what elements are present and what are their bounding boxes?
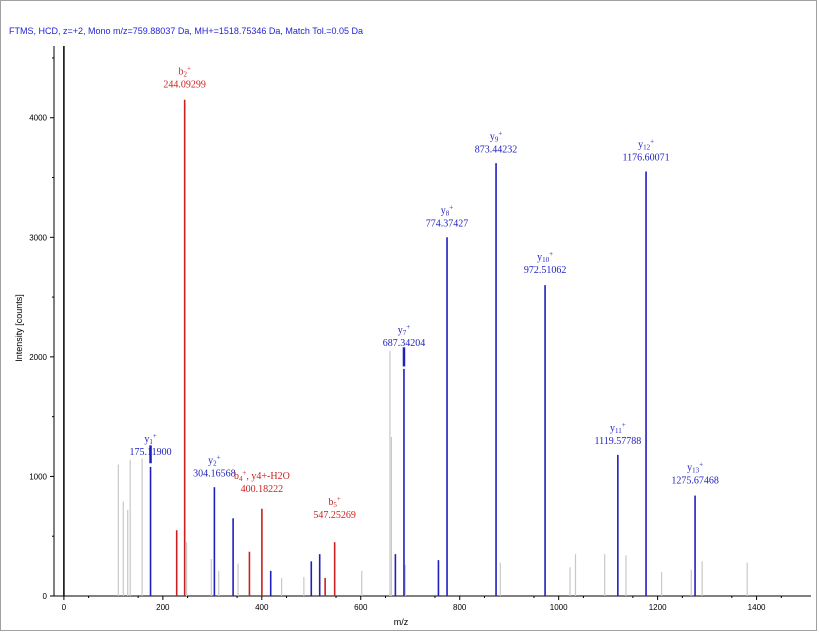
y-axis-label: Intensity [counts] xyxy=(14,294,24,362)
ion-name: b5+ xyxy=(328,495,341,509)
y13-peak-label: y13+1275.67468 xyxy=(671,460,719,486)
x-tick-label: 200 xyxy=(156,603,170,612)
ion-mz: 687.34204 xyxy=(383,338,426,349)
x-tick-label: 1400 xyxy=(748,603,766,612)
ion-name: y8+ xyxy=(441,203,454,217)
x-tick-label: 800 xyxy=(453,603,467,612)
ion-mz: 873.44232 xyxy=(475,144,518,155)
x-tick-label: 1000 xyxy=(550,603,568,612)
ion-name: b2+ xyxy=(178,65,191,79)
peaks xyxy=(117,99,748,596)
y-tick-label: 2000 xyxy=(29,353,47,362)
y2-peak-label: y2+304.16568 xyxy=(193,453,236,479)
ion-name: y13+ xyxy=(687,460,703,474)
y-tick-label: 0 xyxy=(43,592,48,601)
ion-name: y12+ xyxy=(638,138,654,152)
x-tick-label: 0 xyxy=(62,603,67,612)
ion-name: y11+ xyxy=(610,421,626,435)
y-tick-label: 1000 xyxy=(29,472,47,481)
ion-mz: 400.18222 xyxy=(241,484,284,495)
y11-peak-label: y11+1119.57788 xyxy=(594,421,641,447)
y-tick-label: 3000 xyxy=(29,233,47,242)
y8-peak-label: y8+774.37427 xyxy=(426,203,469,229)
b5-peak-label: b5+547.25269 xyxy=(313,495,356,521)
x-tick-label: 600 xyxy=(354,603,368,612)
b2-peak-label: b2+244.09299 xyxy=(163,65,206,91)
ion-mz: 1275.67468 xyxy=(671,475,719,486)
ion-mz: 244.09299 xyxy=(163,80,206,91)
ion-mz: 972.51062 xyxy=(524,265,567,276)
peak-labels: b2+244.09299 y1+175.11900 y2+304.16568b4+,… xyxy=(129,65,718,521)
y7-peak-label: y7+687.34204 xyxy=(383,323,426,367)
axes: 0 200 400 600 800 1000 1200 1400 0 1000 2000 3000 40… xyxy=(29,46,811,612)
ion-name: y1+ xyxy=(144,432,157,446)
y9-peak-label: y9+873.44232 xyxy=(475,129,518,155)
x-axis-label: m/z xyxy=(394,617,409,627)
y-tick-label: 4000 xyxy=(29,114,47,123)
ion-name: y9+ xyxy=(490,129,503,143)
ion-mz: 774.37427 xyxy=(426,218,469,229)
y10-peak-label: y10+972.51062 xyxy=(524,250,567,276)
ion-name: y7+ xyxy=(398,323,411,337)
y1-peak-label: y1+175.11900 xyxy=(129,432,172,464)
ion-name: b4+, y4+-H2O xyxy=(234,469,290,483)
x-tick-label: 1200 xyxy=(649,603,667,612)
ion-name: y2+ xyxy=(208,453,221,467)
ion-mz: 547.25269 xyxy=(313,510,356,521)
ion-name: y10+ xyxy=(537,250,553,264)
x-tick-label: 400 xyxy=(255,603,269,612)
ion-mz: 1119.57788 xyxy=(594,436,641,447)
ion-mz: 304.16568 xyxy=(193,468,236,479)
spectrum-header: FTMS, HCD, z=+2, Mono m/z=759.88037 Da, … xyxy=(9,26,364,36)
y12-peak-label: y12+1176.60071 xyxy=(622,138,669,164)
ion-mz: 1176.60071 xyxy=(622,153,669,164)
